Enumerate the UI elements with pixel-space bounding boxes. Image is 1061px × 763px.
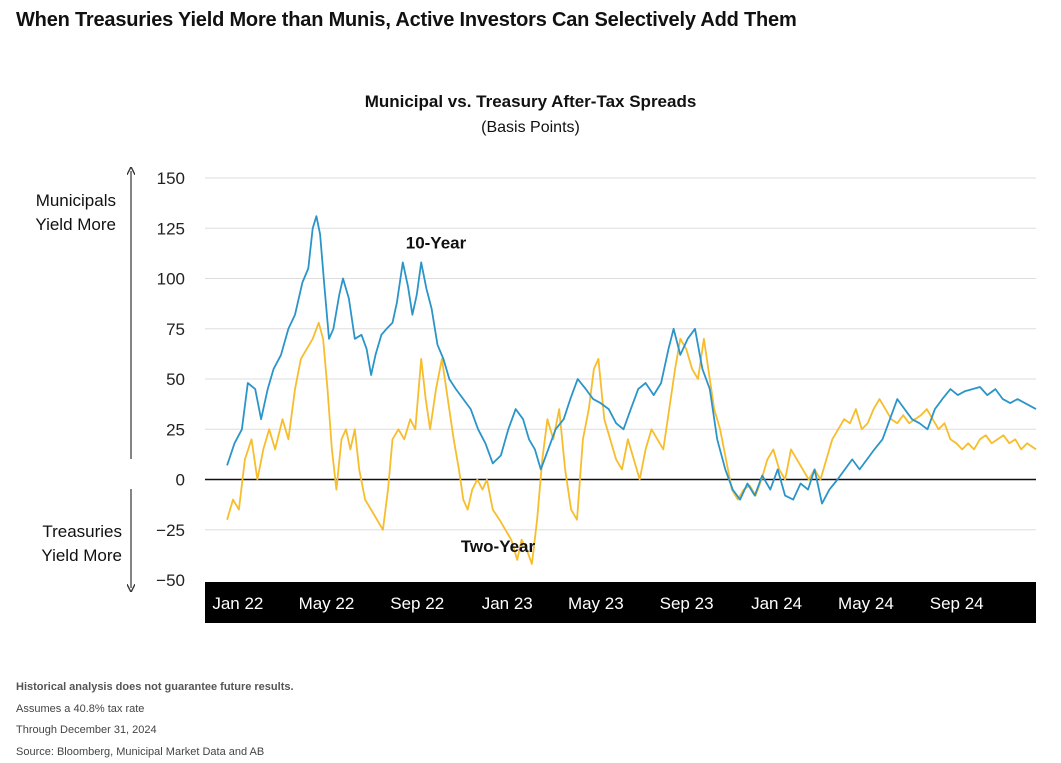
chart-subtitle: (Basis Points) bbox=[481, 119, 580, 136]
annotation-10-year: 10-Year bbox=[406, 233, 467, 252]
x-tick-label: May 24 bbox=[838, 594, 894, 613]
chart-title: Municipal vs. Treasury After-Tax Spreads bbox=[364, 92, 697, 111]
y-tick-label: 0 bbox=[176, 471, 185, 490]
x-tick-label: Jan 23 bbox=[482, 594, 533, 613]
y-tick-label: 125 bbox=[157, 219, 185, 238]
series-line-10-year bbox=[226, 215, 1037, 505]
x-axis-band bbox=[205, 582, 1036, 623]
y-tick-label: 100 bbox=[157, 270, 185, 289]
footnote: Source: Bloomberg, Municipal Market Data… bbox=[16, 745, 265, 758]
footnotes: Historical analysis does not guarantee f… bbox=[16, 677, 294, 763]
x-axis-band-rect bbox=[205, 582, 1036, 623]
headline: When Treasuries Yield More than Munis, A… bbox=[16, 9, 797, 31]
footnote: Through December 31, 2024 bbox=[16, 724, 157, 736]
footnote: Assumes a 40.8% tax rate bbox=[16, 702, 145, 715]
series-line-two-year bbox=[226, 321, 1037, 565]
municipals-yield-more-label: Municipals Yield More bbox=[35, 191, 116, 234]
grid-lines bbox=[205, 177, 1036, 531]
y-tick-label: 50 bbox=[166, 370, 185, 389]
footnote: Historical analysis does not guarantee f… bbox=[16, 681, 294, 693]
y-tick-label: 25 bbox=[166, 420, 185, 439]
y-tick-label: 150 bbox=[157, 169, 185, 188]
annotation-two-year: Two-Year bbox=[461, 537, 536, 556]
y-tick-labels: 150 125 100 75 50 25 0 −25 −50 bbox=[156, 169, 185, 590]
y-tick-label: 75 bbox=[166, 320, 185, 339]
y-tick-label: −50 bbox=[156, 571, 185, 590]
treasuries-yield-more-label: Treasuries Yield More bbox=[41, 522, 122, 565]
x-tick-label: Sep 22 bbox=[390, 594, 444, 613]
x-tick-labels: Jan 22 May 22 Sep 22 Jan 23 May 23 Sep 23 Jan … bbox=[212, 594, 983, 613]
x-tick-label: Jan 22 bbox=[212, 594, 263, 613]
series-lines bbox=[226, 215, 1037, 565]
x-tick-label: May 23 bbox=[568, 594, 624, 613]
y-tick-label: −25 bbox=[156, 521, 185, 540]
x-tick-label: May 22 bbox=[299, 594, 355, 613]
x-tick-label: Sep 23 bbox=[660, 594, 714, 613]
x-tick-label: Jan 24 bbox=[751, 594, 802, 613]
series-annotations: 10-Year Two-Year bbox=[406, 233, 536, 556]
x-tick-label: Sep 24 bbox=[930, 594, 984, 613]
